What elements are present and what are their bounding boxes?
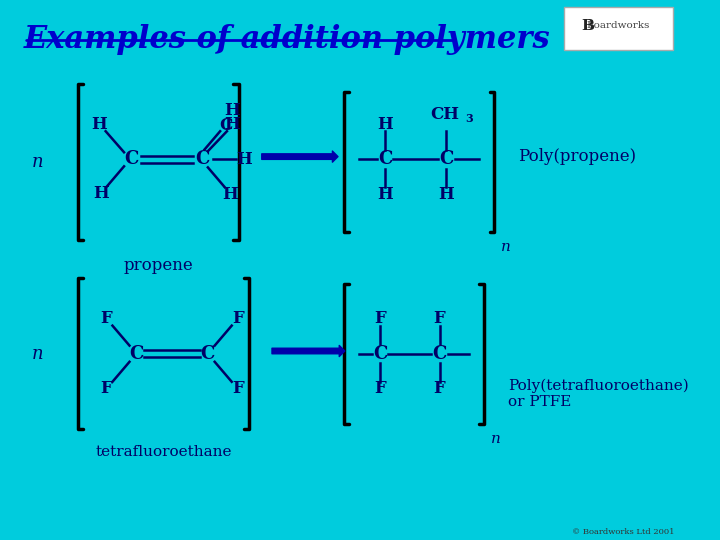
Text: n: n [501,240,510,254]
Text: Poly(tetrafluoroethane)
or PTFE: Poly(tetrafluoroethane) or PTFE [508,379,688,409]
Text: Poly(propene): Poly(propene) [518,148,636,165]
Text: H: H [93,185,109,202]
Text: C: C [433,345,447,363]
Text: B: B [581,19,594,33]
FancyBboxPatch shape [564,7,672,50]
Text: 3: 3 [465,113,472,124]
Text: n: n [32,153,43,171]
Text: H: H [91,116,107,133]
Text: H: H [438,186,454,203]
Text: H: H [225,116,240,133]
Text: H: H [377,186,393,203]
Text: C: C [439,150,454,168]
Text: © Boardworks Ltd 2001: © Boardworks Ltd 2001 [572,528,675,536]
Text: H: H [222,186,238,203]
Text: C: C [378,150,392,168]
Text: F: F [100,310,112,327]
Text: C: C [129,345,143,363]
Text: H: H [225,102,240,119]
Text: H: H [236,151,252,168]
Text: C: C [219,117,233,134]
Text: F: F [374,380,386,397]
Text: C: C [201,345,215,363]
Text: H: H [377,116,393,133]
Text: F: F [433,310,446,327]
Text: F: F [233,310,244,327]
Text: F: F [100,380,112,397]
Text: C: C [195,150,210,168]
Text: n: n [491,432,500,446]
Text: propene: propene [124,256,194,273]
Text: F: F [233,380,244,397]
Text: n: n [32,345,43,363]
Text: CH: CH [431,106,459,123]
Text: tetrafluoroethane: tetrafluoroethane [95,446,232,460]
Text: F: F [433,380,446,397]
Text: F: F [374,310,386,327]
Text: Examples of addition polymers: Examples of addition polymers [24,24,551,55]
Text: Boardworks: Boardworks [587,22,650,30]
Text: C: C [373,345,387,363]
Text: C: C [125,150,139,168]
